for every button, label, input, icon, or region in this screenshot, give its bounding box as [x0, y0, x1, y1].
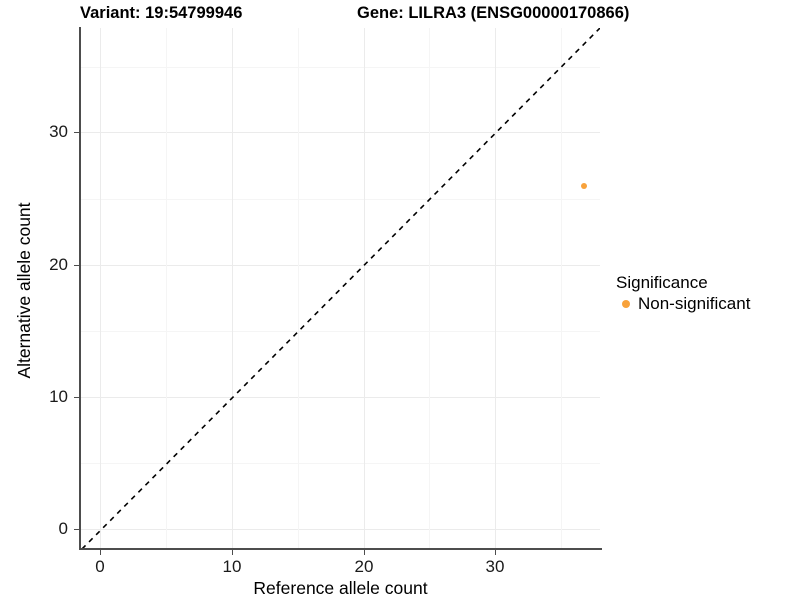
gene-title: Gene: LILRA3 (ENSG00000170866) [357, 4, 630, 22]
gridline-minor-x-15 [298, 28, 299, 549]
x-tick-label-10: 10 [222, 557, 242, 576]
gridline-major-y-30 [81, 132, 600, 133]
legend-title: Significance [616, 273, 708, 292]
x-tick-label-30: 30 [485, 557, 505, 576]
gridline-major-y-10 [81, 397, 600, 398]
y-axis-title: Alternative allele count [14, 202, 34, 379]
chart-title-bar: Variant: 19:54799946 Gene: LILRA3 (ENSG0… [80, 2, 629, 26]
gridline-major-x-20 [364, 28, 365, 549]
y-tick-mark-10 [74, 397, 79, 398]
identity-reference-line [81, 28, 600, 549]
x-tick-label-0: 0 [95, 557, 105, 576]
y-tick-label-0: 0 [58, 519, 68, 538]
gridline-major-y-20 [81, 265, 600, 266]
gridline-major-y-0 [81, 529, 600, 530]
y-tick-mark-30 [74, 132, 79, 133]
gridline-minor-x-35 [561, 28, 562, 549]
plot-panel [81, 28, 600, 549]
y-axis-line [79, 27, 81, 550]
x-tick-mark-20 [364, 550, 365, 555]
y-tick-label-20: 20 [49, 255, 68, 274]
x-axis-line [79, 548, 602, 550]
gridline-minor-x-5 [166, 28, 167, 549]
legend-dot-icon [616, 295, 635, 314]
variant-title: Variant: 19:54799946 [80, 4, 243, 22]
y-tick-mark-0 [74, 529, 79, 530]
x-tick-mark-0 [100, 550, 101, 555]
gridline-minor-y-25 [81, 199, 600, 200]
x-tick-label-20: 20 [354, 557, 374, 576]
gridline-minor-y-35 [81, 67, 600, 68]
x-tick-mark-10 [232, 550, 233, 555]
y-tick-label-10: 10 [49, 387, 68, 406]
gridline-major-x-0 [100, 28, 101, 549]
gridline-minor-x-25 [429, 28, 430, 549]
data-point[interactable] [581, 183, 588, 190]
y-tick-mark-20 [74, 265, 79, 266]
legend-item-label: Non-significant [638, 294, 751, 313]
gridline-minor-y-5 [81, 463, 600, 464]
x-tick-mark-30 [495, 550, 496, 555]
gridline-major-x-30 [495, 28, 496, 549]
y-tick-label-30: 30 [49, 122, 68, 141]
gridline-minor-y-15 [81, 331, 600, 332]
gridline-major-x-10 [232, 28, 233, 549]
legend: Significance Non-significant [616, 272, 796, 314]
x-axis-title: Reference allele count [253, 578, 428, 598]
legend-item-non-significant[interactable]: Non-significant [616, 294, 796, 314]
